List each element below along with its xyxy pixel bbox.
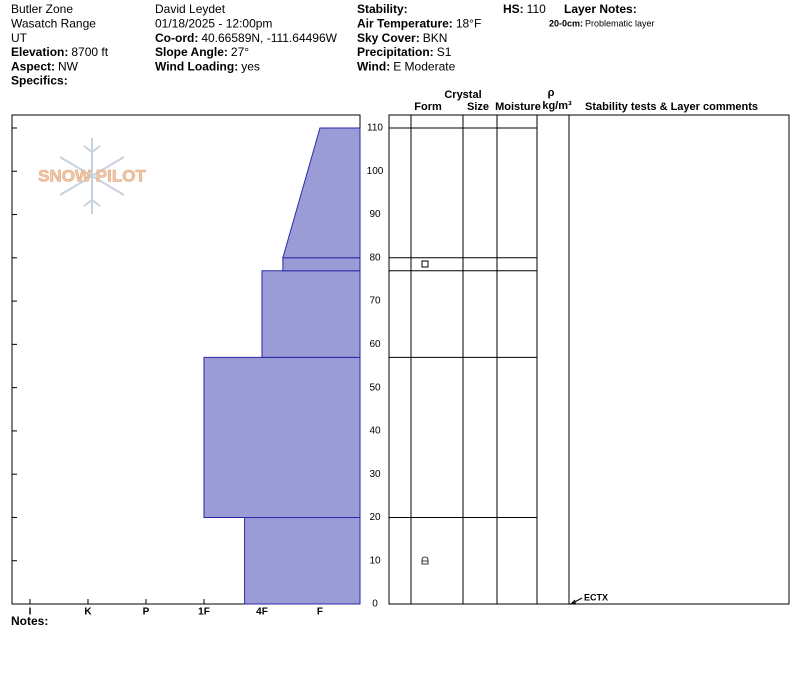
header-label: Aspect: bbox=[11, 59, 55, 73]
layer-note-label: 20-0cm: bbox=[549, 18, 583, 28]
layer-note-text: Problematic layer bbox=[585, 18, 655, 28]
header-crystal: Crystal bbox=[444, 89, 481, 101]
header-form: Form bbox=[414, 101, 442, 113]
header-label: Stability: bbox=[357, 2, 408, 16]
header-label: Elevation: bbox=[11, 45, 68, 59]
hardness-layer bbox=[282, 127, 361, 259]
y-tick-label: 10 bbox=[369, 555, 381, 566]
y-tick-label: 60 bbox=[369, 339, 381, 350]
header-text: Wasatch Range bbox=[11, 16, 96, 30]
header-label: Wind Loading: bbox=[155, 59, 238, 73]
header-label: Co-ord: bbox=[155, 31, 198, 45]
header-label: HS: bbox=[503, 2, 524, 16]
header-comments: Stability tests & Layer comments bbox=[585, 101, 758, 113]
y-tick-label: 90 bbox=[369, 209, 381, 220]
logo-text: SNOW PILOT bbox=[38, 166, 146, 185]
x-tick-label: P bbox=[143, 607, 150, 618]
header-label: Specifics: bbox=[11, 74, 68, 88]
hardness-layer bbox=[282, 257, 361, 272]
table-frame bbox=[388, 114, 790, 605]
y-tick-label: 100 bbox=[367, 166, 384, 177]
header-text: 01/18/2025 - 12:00pm bbox=[155, 16, 272, 30]
header-value: 27° bbox=[231, 45, 249, 59]
header-value: E Moderate bbox=[393, 59, 455, 73]
grain-form-symbol bbox=[421, 556, 429, 565]
y-tick-label: 20 bbox=[369, 512, 381, 523]
layer-notes-title: Layer Notes: bbox=[564, 2, 637, 16]
header-value: 40.66589N, -111.64496W bbox=[201, 31, 337, 45]
header-moisture: Moisture bbox=[495, 101, 541, 113]
header-size: Size bbox=[467, 101, 489, 113]
y-tick-label: 50 bbox=[369, 382, 381, 393]
header-text: Butler Zone bbox=[11, 2, 73, 16]
header-rho: ρ bbox=[548, 87, 555, 99]
header-value: 8700 ft bbox=[71, 45, 108, 59]
y-tick-label: 70 bbox=[369, 296, 381, 307]
stability-arrow bbox=[570, 597, 583, 605]
hardness-layer bbox=[244, 516, 361, 605]
header-label: Precipitation: bbox=[357, 45, 434, 59]
y-tick-label: 30 bbox=[369, 469, 381, 480]
header-value: yes bbox=[241, 59, 260, 73]
x-tick-label: K bbox=[84, 607, 92, 618]
header-value: BKN bbox=[423, 31, 448, 45]
header-value: 110 bbox=[527, 2, 546, 16]
logo bbox=[59, 138, 125, 214]
stability-arrowhead bbox=[569, 599, 577, 605]
header-label: Slope Angle: bbox=[155, 45, 228, 59]
header-value: S1 bbox=[437, 45, 452, 59]
x-tick-label: I bbox=[29, 607, 32, 618]
stability-result: ECTX bbox=[584, 592, 608, 602]
grain-form-symbol bbox=[421, 260, 429, 268]
header-text: UT bbox=[11, 31, 28, 45]
header-label: Air Temperature: bbox=[357, 16, 453, 30]
notes-label: Notes: bbox=[11, 614, 48, 628]
header-label: Wind: bbox=[357, 59, 390, 73]
header-label: Sky Cover: bbox=[357, 31, 420, 45]
hardness-layer bbox=[203, 356, 361, 518]
x-tick-label: 4F bbox=[256, 607, 268, 618]
table-columns bbox=[410, 115, 570, 604]
x-tick-label: 1F bbox=[198, 607, 210, 618]
header-density-unit: kg/m³ bbox=[542, 100, 572, 112]
header-value: 18°F bbox=[456, 16, 481, 30]
y-tick-label: 80 bbox=[369, 252, 381, 263]
y-tick-label: 40 bbox=[369, 426, 381, 437]
y-tick-label: 0 bbox=[372, 599, 378, 610]
header-text: David Leydet bbox=[155, 2, 226, 16]
header-value: NW bbox=[58, 59, 79, 73]
x-tick-label: F bbox=[317, 607, 323, 618]
y-tick-label: 110 bbox=[367, 123, 383, 134]
hardness-layer bbox=[261, 270, 361, 358]
